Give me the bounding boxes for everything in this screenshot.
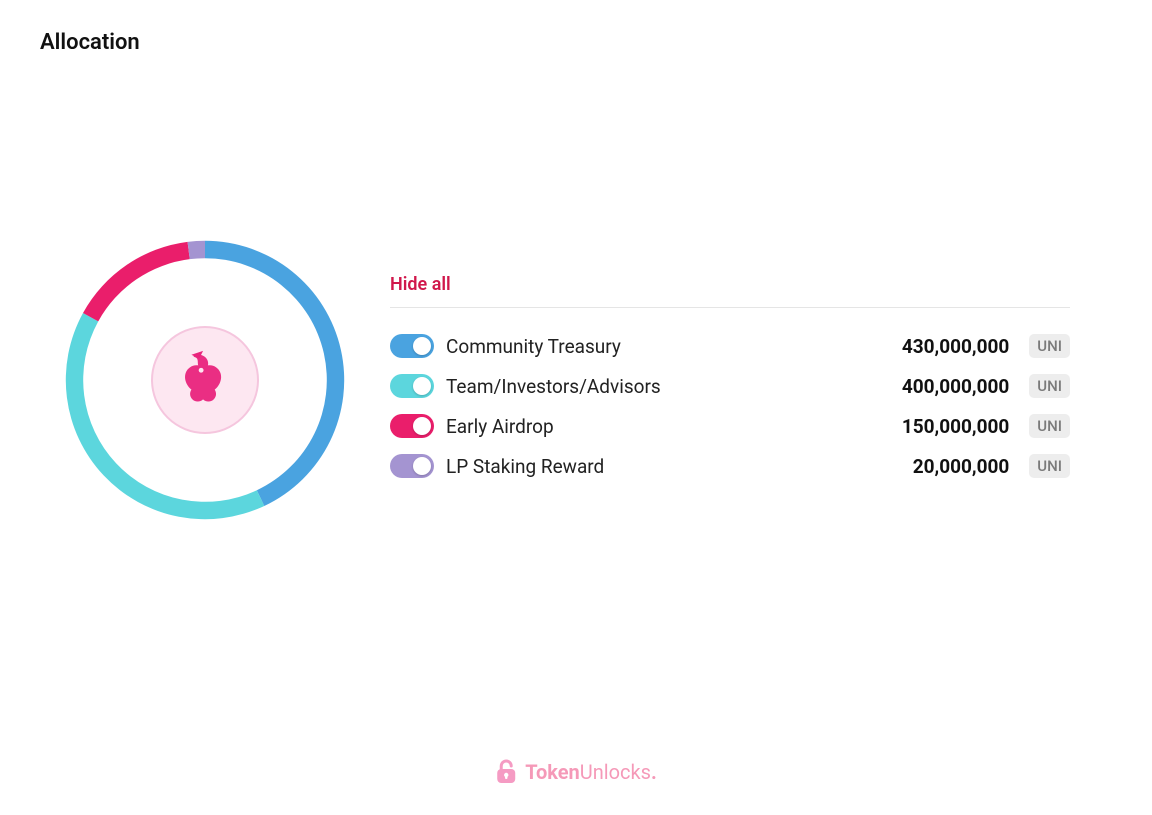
legend-row: LP Staking Reward 20,000,000 UNI xyxy=(390,446,1070,486)
legend-label: Team/Investors/Advisors xyxy=(446,375,890,398)
footer-text: TokenUnlocks. xyxy=(525,760,657,784)
footer-brand: TokenUnlocks. xyxy=(495,759,657,785)
legend-toggle[interactable] xyxy=(390,334,434,358)
unit-badge: UNI xyxy=(1029,414,1070,438)
hide-all-button[interactable]: Hide all xyxy=(390,274,451,295)
footer-brand-dot: . xyxy=(651,760,657,784)
donut-slice[interactable] xyxy=(83,242,190,321)
unit-badge: UNI xyxy=(1029,374,1070,398)
toggle-knob xyxy=(413,337,431,355)
legend: Hide all Community Treasury 430,000,000 UN… xyxy=(390,274,1070,486)
legend-value: 400,000,000 xyxy=(902,375,1009,398)
unicorn-icon xyxy=(174,347,236,413)
legend-label: Community Treasury xyxy=(446,335,890,358)
donut-chart xyxy=(60,235,350,525)
legend-row: Community Treasury 430,000,000 UNI xyxy=(390,326,1070,366)
content-row: Hide all Community Treasury 430,000,000 UN… xyxy=(40,235,1112,525)
toggle-knob xyxy=(413,417,431,435)
donut-slice[interactable] xyxy=(188,241,205,259)
unit-badge: UNI xyxy=(1029,334,1070,358)
footer-brand-bold: Token xyxy=(525,760,580,784)
unit-badge: UNI xyxy=(1029,454,1070,478)
chart-center-badge xyxy=(140,315,270,445)
legend-row: Team/Investors/Advisors 400,000,000 UNI xyxy=(390,366,1070,406)
legend-row: Early Airdrop 150,000,000 UNI xyxy=(390,406,1070,446)
legend-value: 150,000,000 xyxy=(902,415,1009,438)
chart-center-inner xyxy=(151,326,259,434)
legend-value: 20,000,000 xyxy=(913,455,1010,478)
toggle-knob xyxy=(413,377,431,395)
legend-toggle[interactable] xyxy=(390,414,434,438)
legend-toggle[interactable] xyxy=(390,454,434,478)
page-title: Allocation xyxy=(40,30,1112,55)
legend-toggle[interactable] xyxy=(390,374,434,398)
toggle-knob xyxy=(413,457,431,475)
legend-value: 430,000,000 xyxy=(902,335,1009,358)
legend-label: LP Staking Reward xyxy=(446,455,901,478)
lock-icon xyxy=(495,759,517,785)
legend-divider xyxy=(390,307,1070,308)
legend-label: Early Airdrop xyxy=(446,415,890,438)
footer-brand-light: Unlocks xyxy=(580,760,651,784)
